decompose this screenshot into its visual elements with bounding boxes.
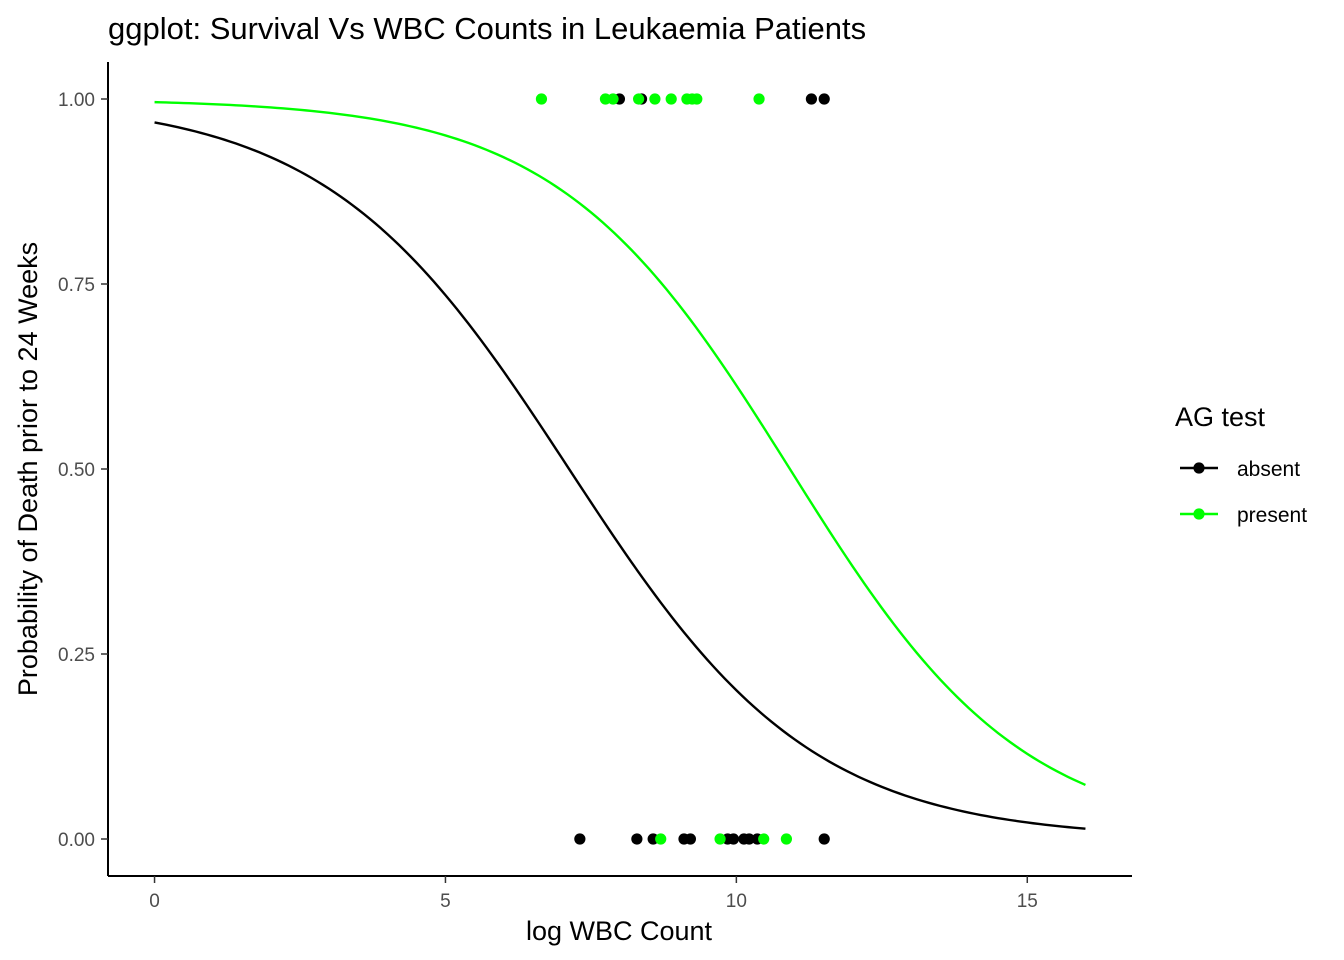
point-absent bbox=[818, 93, 830, 105]
chart-title: ggplot: Survival Vs WBC Counts in Leukae… bbox=[108, 11, 866, 46]
point-present bbox=[691, 93, 703, 105]
legend-title: AG test bbox=[1175, 402, 1266, 432]
point-absent bbox=[684, 833, 697, 845]
point-absent bbox=[805, 93, 818, 105]
y-tick-label: 0.50 bbox=[58, 460, 95, 481]
point-present bbox=[649, 93, 661, 105]
y-tick-label: 0.00 bbox=[58, 830, 95, 851]
point-absent bbox=[574, 833, 586, 845]
y-tick-label: 0.25 bbox=[58, 645, 95, 666]
x-tick-label: 10 bbox=[726, 891, 747, 912]
legend-key-point bbox=[1193, 462, 1205, 474]
point-present bbox=[758, 833, 770, 845]
data-points bbox=[535, 93, 830, 845]
y-tick-label: 0.75 bbox=[58, 275, 95, 296]
y-tick-label: 1.00 bbox=[58, 90, 95, 111]
x-tick-label: 0 bbox=[149, 891, 160, 912]
curve-absent bbox=[154, 121, 1086, 830]
point-present bbox=[535, 93, 548, 105]
legend-label-present: present bbox=[1237, 504, 1307, 527]
x-axis-label: log WBC Count bbox=[526, 916, 713, 946]
point-absent bbox=[631, 833, 643, 845]
point-present bbox=[753, 93, 765, 105]
curve-present bbox=[154, 100, 1086, 787]
point-present bbox=[714, 833, 726, 845]
point-present bbox=[607, 93, 619, 105]
axes: 0 5 10 15 0.00 0.25 0.50 0.75 1.00 bbox=[58, 62, 1132, 912]
legend-key-point bbox=[1193, 508, 1205, 520]
point-absent bbox=[818, 833, 830, 845]
legend: AG test absent present bbox=[1175, 402, 1307, 527]
point-present bbox=[655, 833, 667, 845]
y-axis-label: Probability of Death prior to 24 Weeks bbox=[13, 242, 43, 696]
point-absent bbox=[727, 833, 740, 845]
x-tick-label: 15 bbox=[1017, 891, 1038, 912]
fitted-curves bbox=[154, 100, 1086, 830]
x-tick-label: 5 bbox=[440, 891, 451, 912]
legend-label-absent: absent bbox=[1237, 458, 1300, 481]
point-present bbox=[780, 833, 793, 845]
point-absent bbox=[743, 833, 755, 845]
point-present bbox=[633, 93, 645, 105]
point-present bbox=[665, 93, 677, 105]
